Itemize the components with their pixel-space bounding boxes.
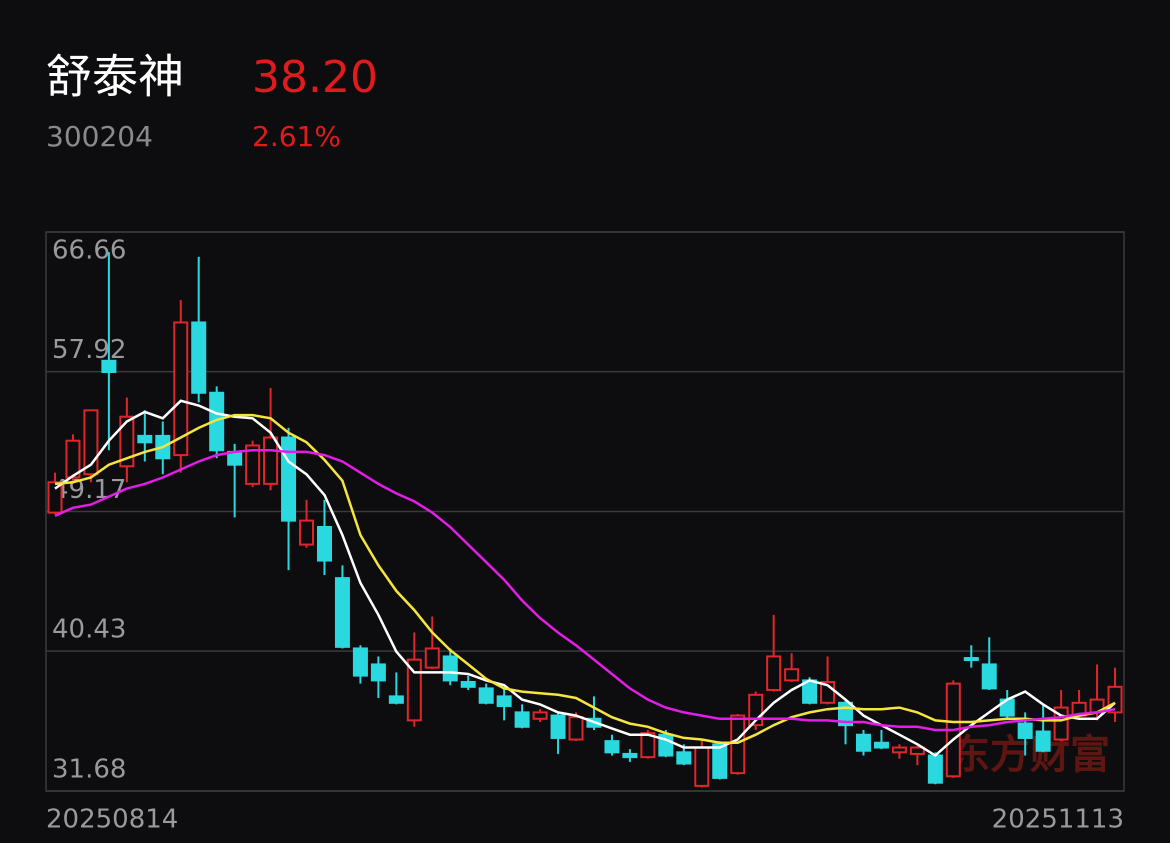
candle-body	[640, 732, 656, 759]
y-tick-label: 66.66	[52, 236, 126, 266]
candle-body	[263, 436, 279, 485]
candle-body	[370, 663, 386, 682]
stock-price: 38.20	[252, 52, 378, 103]
candle-body	[766, 655, 782, 692]
candle-body	[1017, 722, 1033, 739]
candle-body	[514, 711, 530, 728]
candle-body	[101, 359, 117, 373]
stock-code: 300204	[46, 120, 153, 153]
candle-body	[963, 657, 979, 662]
candle-body	[119, 415, 135, 468]
candle-body	[173, 321, 189, 457]
candle-body	[927, 754, 943, 784]
candle-body	[281, 436, 297, 522]
y-tick-label: 49.17	[52, 475, 126, 505]
candle-body	[981, 663, 997, 690]
candle-body	[1107, 685, 1123, 714]
candle-body	[873, 741, 889, 749]
candle-body	[550, 714, 566, 739]
x-tick-label: 20250814	[46, 805, 178, 835]
candle-body	[388, 695, 404, 704]
candle-body	[460, 681, 476, 688]
candle-body	[712, 743, 728, 779]
candle-body	[1035, 730, 1051, 752]
candle-body	[676, 751, 692, 765]
y-tick-label: 40.43	[52, 615, 126, 645]
candle-body	[442, 655, 458, 682]
stock-name: 舒泰神	[46, 50, 184, 104]
candle-body	[299, 519, 315, 546]
candle-body	[352, 647, 368, 677]
moving-average-line	[54, 449, 1116, 732]
stock-change: 2.61%	[252, 120, 341, 153]
candle-body	[245, 444, 261, 485]
candle-body	[191, 321, 207, 394]
candle-body	[316, 526, 332, 562]
candle-body	[855, 733, 871, 752]
candle-body	[334, 577, 350, 648]
watermark: 东方财富	[950, 732, 1110, 778]
candle-body	[604, 740, 620, 754]
candle-body	[137, 434, 153, 444]
candle-body	[622, 752, 638, 759]
candle-body	[478, 687, 494, 704]
candle-body	[784, 668, 800, 682]
candle-body	[730, 714, 746, 775]
candle-body	[909, 746, 925, 755]
candle-body	[406, 658, 422, 722]
moving-average-line	[54, 413, 1116, 744]
candle-body	[47, 481, 63, 514]
candle-body	[532, 711, 548, 720]
candle-body	[496, 695, 512, 707]
candle-body	[891, 746, 907, 754]
candle-body	[694, 746, 710, 787]
candle-body	[568, 716, 584, 741]
x-tick-label: 20251113	[992, 805, 1124, 835]
candle-body	[65, 439, 81, 479]
y-tick-label: 31.68	[52, 755, 126, 785]
candle-body	[424, 647, 440, 669]
